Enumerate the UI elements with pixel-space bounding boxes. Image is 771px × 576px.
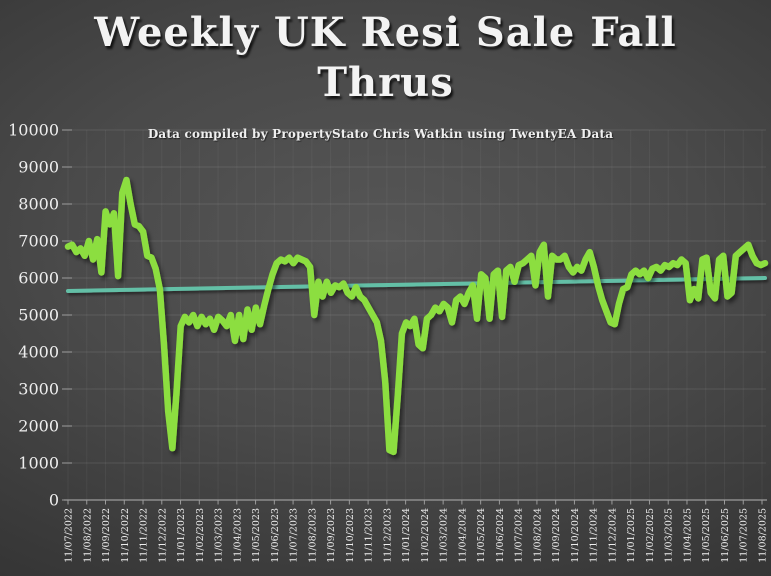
x-tick-label: 11/02/2024 [420,508,431,563]
x-tick-label: 11/04/2023 [232,508,243,563]
axes [62,129,767,505]
x-tick-label: 11/08/2025 [758,508,769,563]
x-tick-label: 11/07/2022 [64,508,75,563]
y-tick-label: 10000 [8,121,59,140]
x-axis-labels: 11/07/2022 11/08/2022 11/09/2022 11/10/2022… [64,508,769,563]
x-tick-label: 11/11/2023 [364,508,375,563]
x-tick-label: 11/10/2023 [345,508,356,563]
x-tick-label: 11/10/2024 [570,508,581,563]
y-tick-label: 7000 [18,232,59,251]
y-tick-label: 9000 [18,158,59,177]
x-tick-label: 11/06/2023 [270,508,281,563]
x-tick-label: 11/11/2024 [589,508,600,563]
chart-title: Weekly UK Resi Sale Fall Thrus [0,8,771,108]
x-tick-label: 11/02/2025 [645,508,656,563]
x-tick-label: 11/03/2025 [664,508,675,563]
x-tick-label: 11/06/2024 [495,508,506,563]
x-tick-label: 11/04/2024 [457,508,468,563]
y-tick-label: 2000 [18,417,59,436]
trendline-path [66,276,767,293]
x-tick-label: 11/09/2022 [101,508,112,563]
x-tick-label: 11/09/2024 [551,508,562,563]
x-tick-label: 11/05/2023 [251,508,262,563]
x-tick-label: 11/01/2023 [176,508,187,563]
y-tick-label: 4000 [18,343,59,362]
x-tick-label: 11/07/2023 [289,508,300,563]
y-tick-label: 8000 [18,195,59,214]
x-tick-label: 11/08/2023 [307,508,318,563]
trend-line [66,276,767,293]
x-tick-label: 11/08/2024 [532,508,543,563]
x-tick-label: 11/04/2025 [682,508,693,563]
x-tick-label: 11/02/2023 [195,508,206,563]
y-tick-label: 3000 [18,380,59,399]
y-tick-label: 6000 [18,269,59,288]
chart-subtitle: Data compiled by PropertyStato Chris Wat… [147,127,614,141]
x-tick-label: 11/05/2024 [476,508,487,563]
x-tick-label: 11/01/2024 [401,508,412,563]
y-tick-label: 5000 [18,306,59,325]
x-tick-label: 11/10/2022 [120,508,131,563]
x-tick-label: 11/01/2025 [626,508,637,563]
y-tick-label: 0 [49,491,59,510]
x-tick-label: 11/12/2022 [157,508,168,563]
y-axis-labels: 0 1000 2000 3000 4000 5000 6000 7000 8000 9000 100… [8,121,59,510]
x-tick-label: 11/03/2023 [214,508,225,563]
x-tick-label: 11/09/2023 [326,508,337,563]
x-tick-label: 11/11/2022 [139,508,150,563]
x-tick-label: 11/12/2023 [382,508,393,563]
x-tick-label: 11/05/2025 [701,508,712,563]
weekly-series-path [64,176,769,456]
x-tick-label: 11/12/2024 [607,508,618,563]
series-line [64,176,769,456]
x-tick-label: 11/07/2025 [739,508,750,563]
x-tick-label: 11/03/2024 [439,508,450,563]
x-tick-label: 11/06/2025 [720,508,731,563]
chart-title-line1: Weekly UK Resi Sale Fall [94,9,677,56]
x-tick-label: 11/07/2024 [514,508,525,563]
chart-title-line2: Thrus [317,59,454,106]
x-tick-label: 11/08/2022 [82,508,93,563]
y-tick-label: 1000 [18,454,59,473]
